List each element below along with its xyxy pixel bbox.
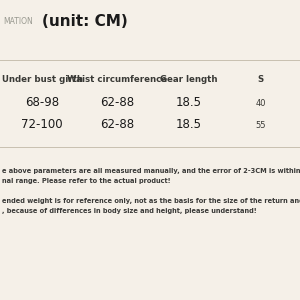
Text: 18.5: 18.5 [176, 97, 202, 110]
Text: MATION: MATION [3, 17, 33, 26]
Text: Gear length: Gear length [160, 76, 218, 85]
Text: (unit: CM): (unit: CM) [42, 14, 128, 29]
Text: ended weight is for reference only, not as the basis for the size of the return : ended weight is for reference only, not … [2, 198, 300, 204]
Text: Under bust girth: Under bust girth [2, 76, 82, 85]
Text: 72-100: 72-100 [21, 118, 63, 131]
Text: 62-88: 62-88 [100, 118, 134, 131]
Text: S: S [258, 76, 264, 85]
Text: e above parameters are all measured manually, and the error of 2-3CM is within: e above parameters are all measured manu… [2, 168, 300, 174]
Text: Waist circumference: Waist circumference [67, 76, 167, 85]
Text: 55: 55 [256, 121, 266, 130]
Text: 18.5: 18.5 [176, 118, 202, 131]
Text: , because of differences in body size and height, please understand!: , because of differences in body size an… [2, 208, 257, 214]
Text: 40: 40 [256, 98, 266, 107]
Text: 62-88: 62-88 [100, 97, 134, 110]
Text: 68-98: 68-98 [25, 97, 59, 110]
Text: nal range. Please refer to the actual product!: nal range. Please refer to the actual pr… [2, 178, 171, 184]
